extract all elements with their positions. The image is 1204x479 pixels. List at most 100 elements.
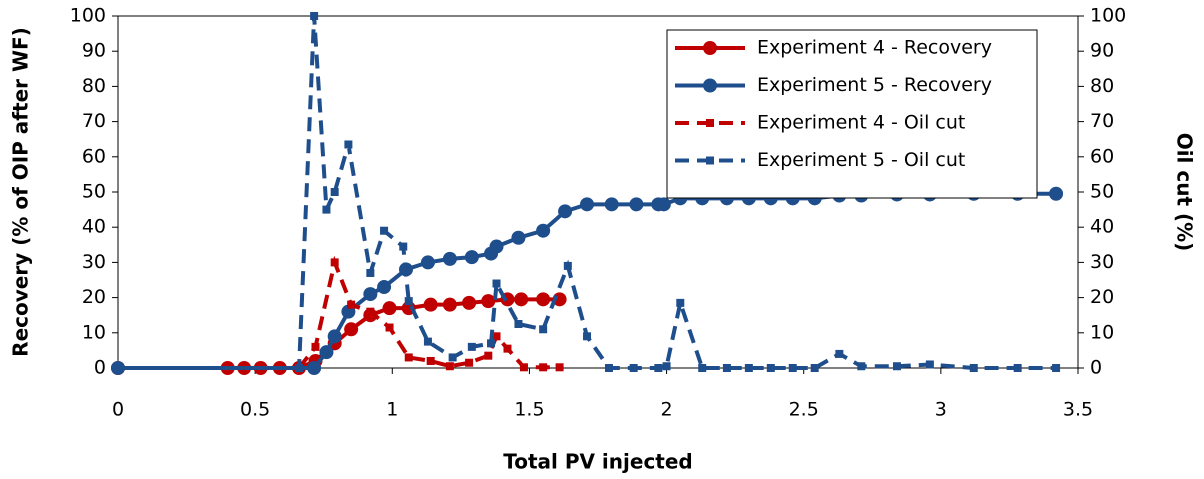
data-point: [310, 12, 319, 20]
data-point: [492, 332, 501, 341]
data-point: [555, 363, 564, 372]
data-point: [511, 230, 526, 245]
data-point: [519, 363, 528, 372]
data-point: [857, 362, 866, 371]
data-point: [420, 255, 435, 270]
data-point: [1049, 186, 1064, 201]
data-point: [330, 188, 339, 196]
data-point: [536, 292, 551, 307]
data-point: [380, 226, 389, 235]
data-point: [426, 356, 435, 365]
data-point: [481, 294, 496, 309]
data-point: [465, 358, 474, 367]
data-point: [629, 197, 644, 212]
data-point: [503, 344, 512, 353]
data-point: [892, 362, 901, 371]
legend-label: Experiment 5 - Recovery: [757, 74, 992, 96]
data-point: [514, 320, 523, 328]
data-point: [467, 342, 476, 351]
x-tick-label: 1: [386, 399, 398, 421]
legend-marker: [706, 119, 714, 127]
data-point: [1052, 364, 1061, 372]
legend-label: Experiment 5 - Oil cut: [757, 149, 965, 171]
data-point: [330, 258, 339, 267]
data-point: [347, 300, 356, 309]
data-point: [604, 197, 619, 212]
legend-box: [666, 29, 1038, 199]
data-point: [442, 297, 457, 312]
data-point: [382, 301, 397, 316]
data-point: [1013, 364, 1022, 372]
y2-tick-label: 40: [1090, 216, 1114, 238]
y2-tick-label: 90: [1090, 40, 1114, 62]
data-point: [462, 295, 477, 310]
data-point: [366, 268, 375, 277]
y2-tick-label: 50: [1090, 181, 1114, 203]
data-point: [539, 363, 548, 372]
data-point: [464, 250, 479, 265]
data-point: [536, 223, 551, 238]
data-point: [114, 364, 122, 372]
data-point: [366, 307, 375, 316]
x-tick-label: 0.5: [240, 399, 270, 421]
y-tick-label: 50: [82, 181, 106, 203]
data-point: [327, 329, 342, 344]
data-point: [744, 364, 753, 372]
y2-axis-title: Oil cut (%): [1173, 133, 1197, 252]
data-point: [698, 364, 707, 372]
y2-tick-label: 0: [1090, 357, 1102, 379]
y2-tick-label: 10: [1090, 321, 1114, 343]
y-tick-label: 30: [82, 251, 106, 273]
data-point: [656, 197, 671, 212]
data-point: [580, 197, 595, 212]
y-tick-label: 10: [82, 321, 106, 343]
data-point: [722, 364, 731, 372]
data-point: [404, 353, 413, 362]
data-point: [423, 297, 438, 312]
series-line: [297, 255, 560, 370]
data-point: [385, 323, 394, 332]
data-point: [489, 239, 504, 254]
data-point: [319, 345, 334, 360]
data-point: [583, 332, 592, 341]
y-axis-title: Recovery (% of OIP after WF): [9, 27, 33, 357]
x-tick-label: 2.5: [789, 399, 819, 421]
legend-marker: [706, 156, 714, 165]
y-tick-label: 20: [82, 286, 106, 308]
series-line: [118, 191, 1057, 370]
data-point: [514, 292, 529, 307]
data-point: [662, 362, 671, 371]
data-point: [484, 351, 493, 360]
data-point: [558, 204, 573, 219]
x-axis-title: Total PV injected: [503, 450, 693, 474]
legend-marker: [703, 78, 717, 93]
data-point: [344, 322, 359, 337]
y-tick-label: 40: [82, 216, 106, 238]
data-point: [423, 337, 432, 346]
data-point: [766, 364, 775, 372]
y2-tick-label: 60: [1090, 145, 1114, 167]
data-point: [307, 361, 322, 375]
data-point: [311, 342, 320, 351]
data-point: [448, 353, 457, 362]
data-point: [629, 364, 638, 372]
data-point: [487, 339, 496, 348]
y2-tick-label: 20: [1090, 286, 1114, 308]
y-tick-label: 0: [94, 357, 106, 379]
x-tick-label: 2: [661, 399, 673, 421]
data-point: [344, 140, 353, 149]
data-point: [539, 325, 548, 334]
data-point: [363, 287, 378, 302]
data-point: [654, 364, 663, 372]
data-point: [377, 280, 392, 295]
data-point: [322, 205, 331, 214]
y2-tick-label: 100: [1090, 5, 1126, 27]
legend-marker: [703, 41, 717, 55]
y-tick-label: 80: [82, 75, 106, 97]
y2-tick-label: 30: [1090, 251, 1114, 273]
legend-label: Experiment 4 - Recovery: [757, 37, 992, 59]
x-tick-label: 1.5: [514, 399, 544, 421]
data-point: [442, 251, 457, 266]
data-point: [835, 349, 844, 358]
